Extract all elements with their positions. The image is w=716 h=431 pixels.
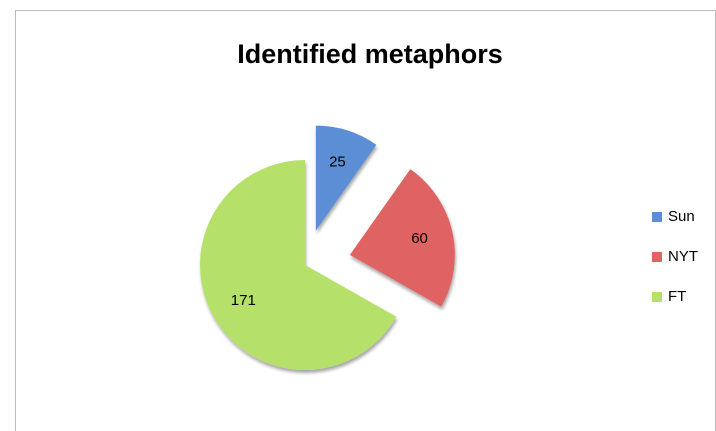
legend-label: Sun (668, 208, 695, 225)
legend-swatch (652, 252, 662, 262)
pie-slice (200, 160, 397, 370)
legend-swatch (652, 212, 662, 222)
data-label: 60 (411, 230, 428, 247)
legend-label: NYT (668, 248, 698, 265)
data-label: 25 (329, 154, 346, 171)
chart-frame (15, 10, 716, 431)
pie-slice (349, 169, 455, 307)
legend-label: FT (668, 288, 686, 305)
legend-swatch (652, 292, 662, 302)
chart-title: Identified metaphors (237, 39, 503, 69)
data-label: 171 (231, 292, 256, 309)
pie-slice (315, 125, 377, 231)
